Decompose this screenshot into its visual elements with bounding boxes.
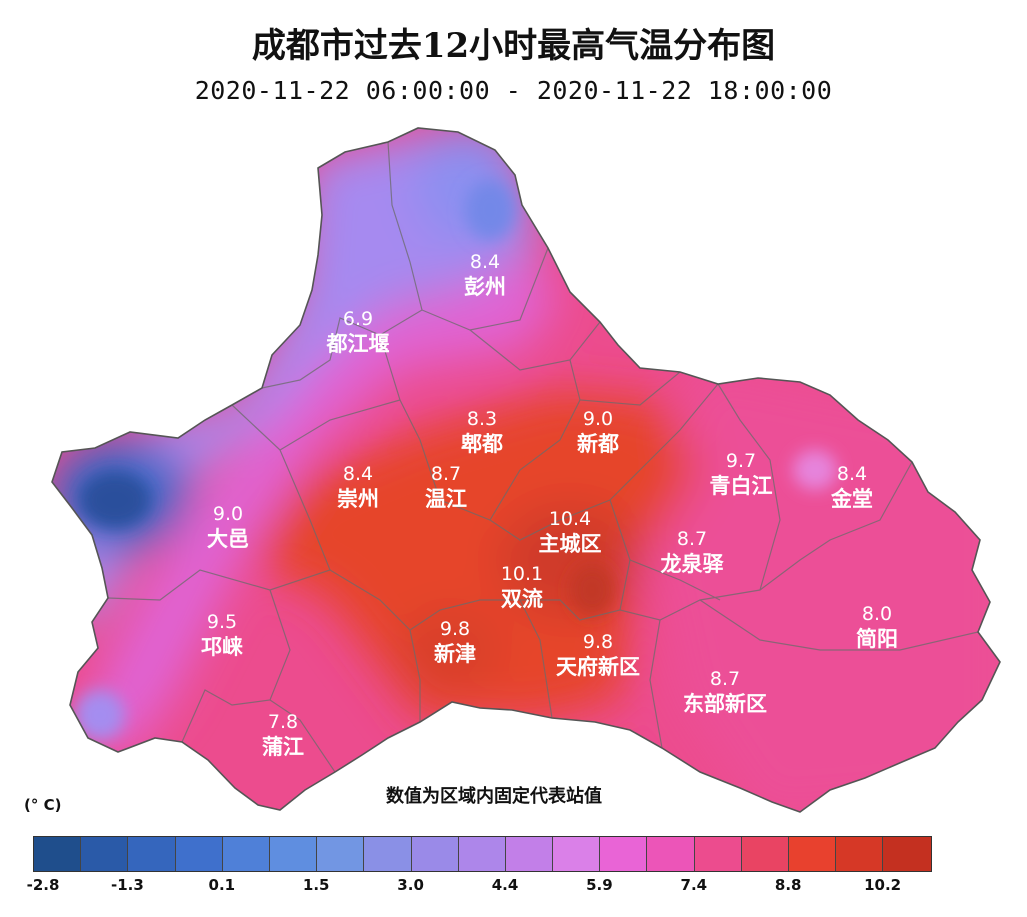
station-value: 8.4 [837,463,867,485]
legend-tick: 7.4 [680,876,708,894]
station-name: 简阳 [856,627,898,651]
legend-swatch [411,837,459,871]
station-name: 彭州 [464,275,506,299]
station-name: 金堂 [830,487,873,511]
station-14: 9.5邛崃 [201,611,243,659]
legend-tick: -1.3 [110,876,144,894]
legend-swatch [836,837,884,871]
station-value: 8.3 [467,408,497,430]
legend-tick: 0.1 [208,876,236,894]
legend-swatch [647,837,695,871]
station-value: 7.8 [268,711,298,733]
station-value: 9.0 [213,503,243,525]
station-value: 9.0 [583,408,613,430]
legend-swatch [81,837,129,871]
map-note: 数值为区域内固定代表站值 [386,786,602,807]
legend-tick: 1.5 [302,876,330,894]
station-value: 8.7 [710,668,740,690]
legend-swatch [600,837,648,871]
station-15: 9.8新津 [434,618,476,666]
legend-swatch [883,837,931,871]
station-7: 8.4崇州 [337,463,379,511]
station-value: 8.7 [677,528,707,550]
legend-swatch [741,837,789,871]
station-name: 东部新区 [683,692,767,716]
legend-tick: 5.9 [586,876,613,894]
legend-swatch [222,837,270,871]
station-name: 主城区 [539,532,602,556]
station-12: 10.1双流 [501,563,543,611]
station-name: 崇州 [337,487,379,511]
station-value: 8.4 [470,251,500,273]
legend-swatch [553,837,601,871]
legend-swatch [34,837,82,871]
station-value: 6.9 [343,308,373,330]
station-name: 邛崃 [201,635,243,659]
legend-swatch [789,837,837,871]
legend-swatch [269,837,318,871]
station-name: 天府新区 [556,655,640,679]
legend-swatch [364,837,412,871]
district-boundaries [107,141,979,773]
station-name: 双流 [501,587,543,611]
station-name: 新津 [434,642,476,666]
legend-tick: 3.0 [397,876,424,894]
station-6: 8.4金堂 [830,463,873,511]
station-value: 10.1 [501,563,543,585]
station-name: 龙泉驿 [661,552,725,576]
legend-tick: 4.4 [491,876,519,894]
station-name: 青白江 [710,474,773,498]
color-legend [33,836,932,872]
station-13: 8.0简阳 [856,603,898,651]
legend-swatch [317,837,365,871]
station-value: 8.4 [343,463,373,485]
station-name: 新都 [577,432,619,456]
legend-swatch [505,837,554,871]
station-name: 都江堰 [326,332,390,356]
legend-tick: 8.8 [774,876,802,894]
legend-swatch [175,837,223,871]
station-3: 8.3郫都 [461,408,503,456]
station-value: 8.0 [862,603,892,625]
station-8: 8.7温江 [425,463,467,511]
station-name: 大邑 [207,527,249,551]
station-name: 蒲江 [262,735,304,759]
legend-tick: 10.2 [864,876,902,894]
map-title: 成都市过去12小时最高气温分布图 [251,26,776,66]
station-value: 9.8 [440,618,470,640]
station-11: 9.0大邑 [207,503,249,551]
station-name: 温江 [425,487,467,511]
station-value: 9.7 [726,450,756,472]
station-name: 郫都 [461,432,503,456]
legend-swatch [458,837,506,871]
station-value: 9.5 [207,611,237,633]
map-time-range: 2020-11-22 06:00:00 - 2020-11-22 18:00:0… [194,76,833,105]
legend-tick: -2.8 [26,876,60,894]
station-4: 9.0新都 [577,408,619,456]
unit-label: (° C) [24,796,62,814]
station-value: 9.8 [583,631,613,653]
legend-swatch [128,837,176,871]
station-value: 10.4 [549,508,591,530]
legend-swatch [694,837,742,871]
station-value: 8.7 [431,463,461,485]
station-18: 7.8蒲江 [262,711,304,759]
station-1: 8.4彭州 [464,251,506,299]
